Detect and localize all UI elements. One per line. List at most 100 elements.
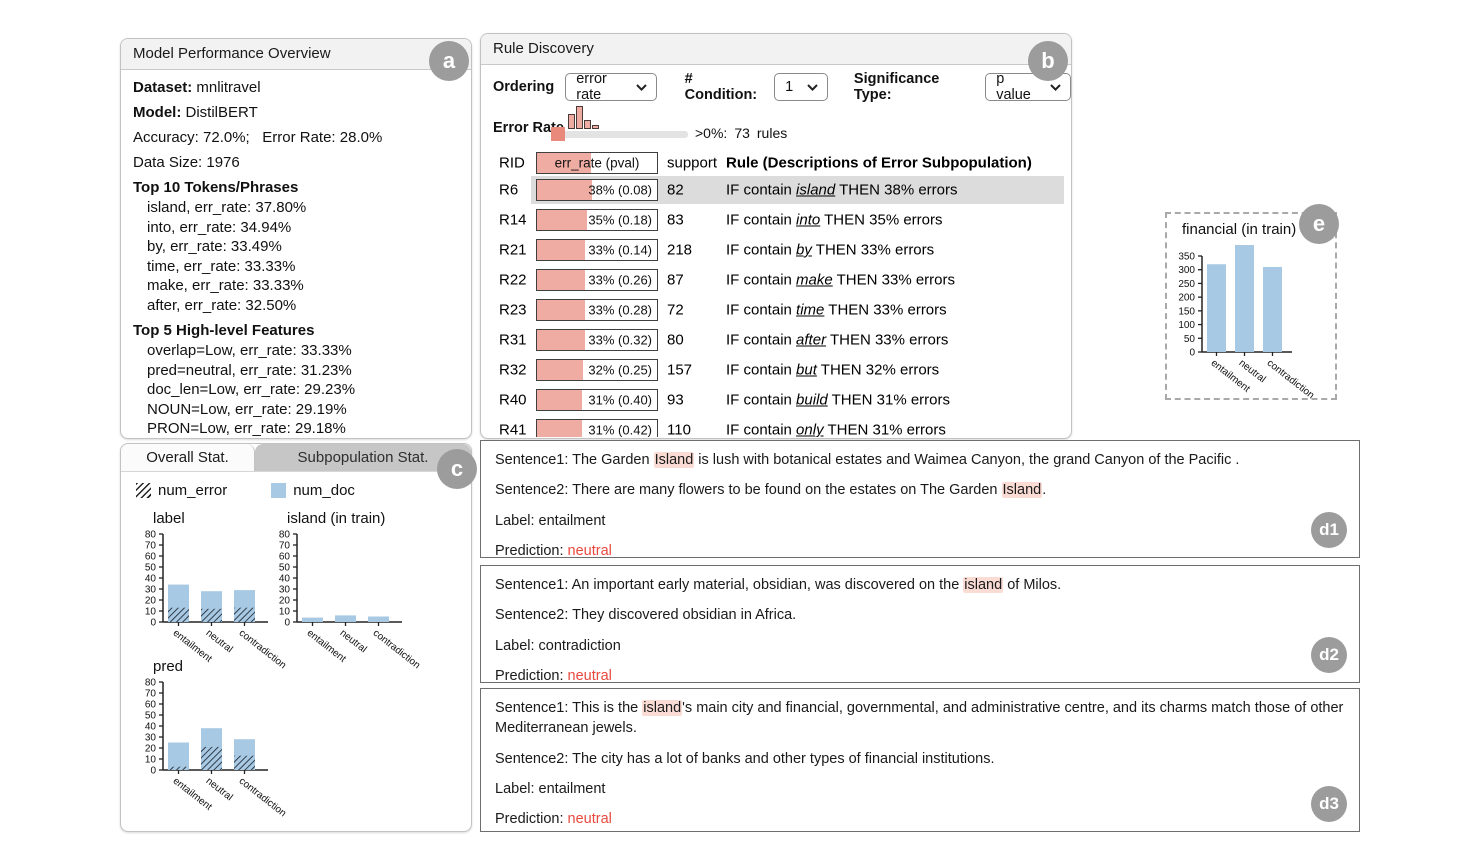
rule-row[interactable]: R31 33% (0.32) 80 IF contain after THEN 33%… [481,325,1070,355]
model-value: DistilBERT [185,104,258,121]
annotation-badge-d1: d1 [1311,512,1347,548]
rule-rid: R40 [499,391,527,409]
rule-row[interactable]: R32 32% (0.25) 157 IF contain but THEN 32% … [481,355,1070,385]
annotation-badge-c: c [437,449,477,489]
ordering-label: Ordering [493,79,555,95]
svg-text:contradiction: contradiction [371,628,422,672]
error-rate-value: Error Rate: 28.0% [262,129,383,146]
top-features-header: Top 5 High-level Features [133,322,315,339]
rule-rid: R6 [499,181,519,199]
rule-count-note: >0%: 73 rules [695,125,794,141]
histogram-bar [584,120,591,129]
feature-stat-item: overlap=Low, err_rate: 33.33% [147,342,352,359]
chart-block-pred: pred 0 10 20 30 40 50 60 70 80 entailment neutral c… [133,658,288,827]
sentence1-line: Sentence1: An important early material, … [495,577,1062,593]
rule-row[interactable]: R40 31% (0.40) 93 IF contain build THEN 31%… [481,385,1070,415]
example-content: Sentence1: This is the island's main cit… [481,689,1359,848]
svg-text:50: 50 [1184,334,1196,345]
dataset-value: mnlitravel [196,79,261,96]
rule-rid: R21 [499,241,527,259]
err-rate-bar-cell: 31% (0.40) [536,389,658,411]
ordering-selected-value: error rate [576,71,607,103]
err-rate-bar-text: 38% (0.08) [588,182,652,198]
rule-row[interactable]: R14 35% (0.18) 83 IF contain into THEN 35% … [481,205,1070,235]
rule-controls: Ordering error rate # Condition: 1 Signi… [493,71,1071,103]
err-rate-bar-fill [537,270,585,290]
svg-text:10: 10 [145,607,157,618]
feature-stat-item: PRON=Low, err_rate: 29.18% [147,420,346,437]
rules-word: rules [756,125,788,141]
rule-row[interactable]: R23 33% (0.28) 72 IF contain time THEN 33% … [481,295,1070,325]
svg-text:200: 200 [1178,293,1195,304]
svg-text:50: 50 [145,711,157,722]
annotation-badge-d2: d2 [1311,637,1347,673]
token-stat-item: island, err_rate: 37.80% [147,199,307,216]
rule-row[interactable]: R22 33% (0.26) 87 IF contain make THEN 33% … [481,265,1070,295]
annotation-badge-d3: d3 [1311,786,1347,822]
svg-text:contradiction: contradiction [237,776,288,820]
chevron-down-icon [635,83,647,91]
sentence-text: 's main city and financial, governmental… [495,700,1344,737]
token-stat-item: time, err_rate: 33.33% [147,257,296,275]
accuracy-line: Accuracy: 72.0%; Error Rate: 28.0% [133,129,459,146]
feature-stat-item: doc_len=Low, err_rate: 29.23% [147,381,356,398]
highlighted-token: Island [1001,482,1043,499]
ordering-select[interactable]: error rate [565,71,657,103]
svg-text:60: 60 [145,700,157,711]
sentence-text: An important early material, obsidian, w… [571,577,964,593]
rule-description: IF contain time THEN 33% errors [726,301,947,319]
label-line: Label: contradiction [495,637,621,654]
condition-selected-value: 1 [785,79,794,95]
svg-text:150: 150 [1178,306,1195,317]
rule-token: only [796,421,824,438]
sentence-text: entailment [538,780,606,797]
err-rate-bar-text: 31% (0.40) [588,392,652,408]
example-card-d3: Sentence1: This is the island's main cit… [480,688,1360,832]
rule-table-body: R6 38% (0.08) 82 IF contain island THEN 38%… [481,175,1070,437]
model-line: Model: DistilBERT [133,104,459,121]
tab-overall-stat[interactable]: Overall Stat. [121,444,255,471]
histogram-bar [568,114,575,129]
significance-selected-value: p value [996,71,1031,103]
rule-support: 82 [667,181,684,199]
rule-rid: R32 [499,361,527,379]
error-rate-slider[interactable] [551,127,688,141]
rule-table-header: RID err_rate (pval) support Rule (Descri… [481,151,1070,175]
svg-text:0: 0 [284,618,290,629]
condition-select[interactable]: 1 [774,73,828,101]
err-rate-bar-fill [537,210,588,230]
svg-text:80: 80 [145,530,157,541]
rule-description: IF contain island THEN 38% errors [726,181,958,199]
rule-rid: R22 [499,271,527,289]
svg-text:300: 300 [1178,265,1195,276]
rule-support: 157 [667,361,693,379]
rule-row[interactable]: R41 31% (0.42) 110 IF contain only THEN 31%… [481,415,1070,437]
rule-token: into [796,211,821,229]
sentence2-line: Sentence2: There are many flowers to be … [495,482,1047,499]
error-rate-slider-handle[interactable] [551,127,565,141]
panel-a-header: Model Performance Overview [121,39,471,70]
svg-text:80: 80 [279,530,291,541]
rule-row[interactable]: R6 38% (0.08) 82 IF contain island THEN 38%… [481,175,1070,205]
svg-text:40: 40 [145,722,157,733]
rule-description: IF contain build THEN 31% errors [726,391,951,409]
rid-column-header: RID [499,154,525,172]
sentence-text: The Garden [572,452,654,468]
svg-text:10: 10 [279,607,291,618]
example-card-d2: Sentence1: An important early material, … [480,565,1360,684]
sentence-text: This is the [572,700,643,716]
histogram-bar [592,125,599,129]
chevron-down-icon [1050,83,1061,91]
chart-title: island (in train) [287,510,386,527]
err-rate-bar-text: 33% (0.26) [588,272,652,288]
tab-subpopulation-stat[interactable]: Subpopulation Stat. [255,444,471,471]
rule-row[interactable]: R21 33% (0.14) 218 IF contain by THEN 33% e… [481,235,1070,265]
svg-text:20: 20 [279,596,291,607]
dataset-label: Dataset: [133,79,193,96]
svg-text:10: 10 [145,755,157,766]
chart-area: 0 10 20 30 40 50 60 70 80 entailment neutral contra… [267,528,422,679]
panel-b-title: Rule Discovery [493,40,594,57]
feature-stat-item: NOUN=Low, err_rate: 29.19% [147,400,347,418]
rule-rid: R14 [499,211,527,229]
